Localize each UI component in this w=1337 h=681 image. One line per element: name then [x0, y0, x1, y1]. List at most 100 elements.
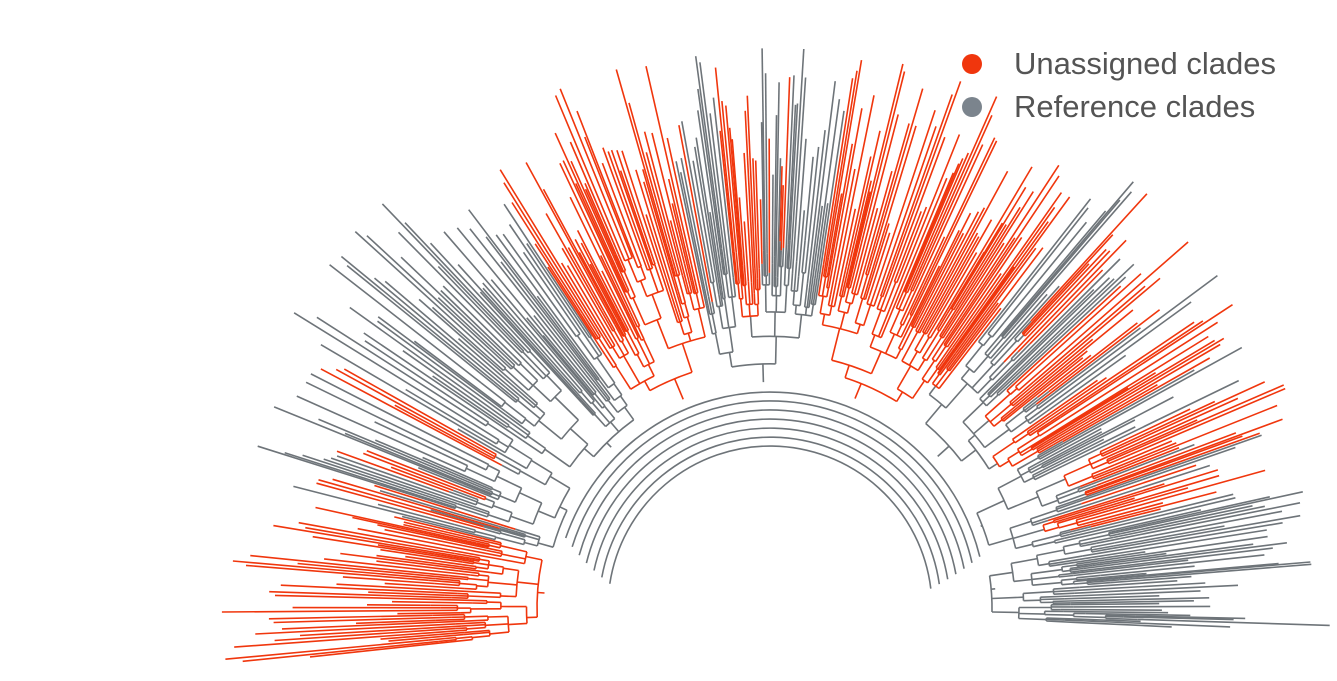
tree-leaf-branch: [854, 63, 904, 260]
tree-internal-branch: [500, 327, 525, 352]
tree-internal-arc: [990, 361, 995, 366]
tree-internal-branch: [837, 296, 843, 312]
tree-internal-branch: [1046, 617, 1073, 620]
tree-internal-branch: [880, 311, 893, 338]
tree-internal-branch: [457, 592, 468, 595]
tree-internal-branch: [1036, 392, 1056, 408]
tree-leaf-branch: [746, 95, 756, 269]
tree-internal-branch: [1076, 574, 1101, 579]
tree-internal-branch: [1077, 483, 1092, 491]
tree-internal-branch: [844, 287, 850, 303]
tree-internal-branch: [1021, 448, 1033, 457]
tree-internal-branch: [1000, 402, 1021, 419]
tree-leaf-branch: [1120, 505, 1253, 535]
tree-internal-branch: [953, 282, 972, 311]
tree-internal-branch: [989, 571, 1013, 577]
tree-leaf-branch: [952, 221, 1049, 354]
tree-leaf-branch: [297, 562, 450, 579]
tree-internal-branch: [961, 449, 977, 462]
tree-internal-branch: [991, 321, 1005, 338]
tree-leaf-branch: [418, 466, 480, 493]
tree-internal-branch: [640, 266, 647, 280]
tree-leaf-branch: [900, 172, 955, 298]
tree-internal-branch: [1038, 444, 1054, 454]
tree-internal-branch: [684, 302, 690, 317]
tree-internal-branch: [435, 577, 460, 582]
tree-internal-branch: [474, 530, 496, 538]
tree-leaf-branch: [500, 261, 604, 393]
tree-internal-branch: [960, 368, 971, 380]
tree-internal-branch: [466, 626, 486, 630]
tree-internal-branch: [1032, 469, 1044, 477]
tree-leaf-branch: [335, 368, 476, 447]
tree-leaf-branch: [405, 555, 468, 567]
tree-internal-branch: [976, 499, 1005, 514]
tree-leaf-branch: [1045, 372, 1157, 441]
tree-internal-branch: [560, 370, 581, 394]
tree-leaf-branch: [567, 247, 605, 311]
tree-leaf-branch: [899, 206, 928, 275]
tree-leaf-branch: [931, 219, 993, 325]
tree-internal-branch: [988, 361, 1005, 378]
tree-internal-arc: [499, 531, 502, 535]
tree-backbone-ring: [601, 436, 941, 585]
tree-leaf-branch: [1047, 483, 1165, 522]
tree-internal-branch: [619, 321, 627, 332]
tree-internal-branch: [828, 258, 835, 289]
tree-internal-branch: [703, 288, 711, 315]
tree-internal-branch: [1040, 595, 1072, 598]
tree-internal-branch: [500, 355, 514, 368]
tree-backbone-ring: [585, 418, 957, 575]
tree-internal-branch: [601, 391, 609, 401]
tree-leaf-branch: [991, 198, 1092, 325]
tree-leaf-branch: [479, 291, 583, 404]
tree-internal-branch: [896, 391, 904, 402]
tree-internal-branch: [588, 341, 600, 357]
tree-leaf-branch: [1034, 273, 1142, 370]
tree-internal-branch: [485, 547, 503, 553]
tree-internal-branch: [1054, 537, 1065, 542]
tree-leaf-branch: [522, 251, 565, 312]
tree-internal-branch: [537, 542, 554, 548]
tree-internal-branch: [984, 327, 1008, 355]
tree-internal-branch: [698, 283, 706, 308]
tree-internal-branch: [459, 582, 477, 586]
tree-leaf-branch: [773, 115, 778, 257]
tree-leaf-branch: [469, 228, 587, 376]
tree-internal-branch: [756, 304, 759, 316]
tree-internal-branch: [1060, 533, 1070, 538]
tree-leaf-branch: [1113, 432, 1260, 487]
tree-leaf-branch: [1016, 285, 1122, 382]
tree-leaf-branch: [397, 612, 461, 615]
tree-leaf-branch: [570, 160, 617, 262]
tree-leaf-branch: [302, 454, 449, 504]
tree-internal-branch: [911, 380, 926, 399]
tree-internal-branch: [1107, 450, 1133, 463]
tree-internal-branch: [761, 263, 764, 285]
tree-internal-branch: [925, 403, 943, 425]
tree-internal-branch: [913, 318, 920, 328]
tree-internal-branch: [470, 574, 479, 577]
tree-leaf-branch: [635, 169, 681, 313]
tree-internal-branch: [546, 374, 562, 392]
tree-internal-branch: [629, 312, 639, 328]
tree-leaf-branch: [377, 320, 511, 419]
tree-internal-arc: [646, 289, 664, 298]
tree-internal-branch: [599, 321, 616, 347]
tree-internal-branch: [896, 324, 903, 336]
tree-leaf-branch: [743, 152, 753, 283]
tree-leaf-branch: [887, 136, 946, 289]
tree-internal-branch: [434, 582, 460, 587]
tree-clade-stem: [673, 378, 684, 400]
tree-internal-branch: [912, 315, 920, 327]
tree-leaf-branch: [709, 211, 723, 291]
tree-leaf-branch: [955, 191, 1034, 314]
tree-leaf-branch: [1085, 582, 1206, 591]
tree-internal-branch: [900, 326, 914, 351]
tree-leaf-branch: [1070, 491, 1217, 531]
tree-internal-branch: [528, 395, 539, 405]
tree-leaf-branch: [329, 264, 482, 384]
tree-leaf-branch: [547, 266, 606, 355]
tree-leaf-branch: [728, 127, 741, 253]
tree-internal-branch: [735, 252, 740, 284]
